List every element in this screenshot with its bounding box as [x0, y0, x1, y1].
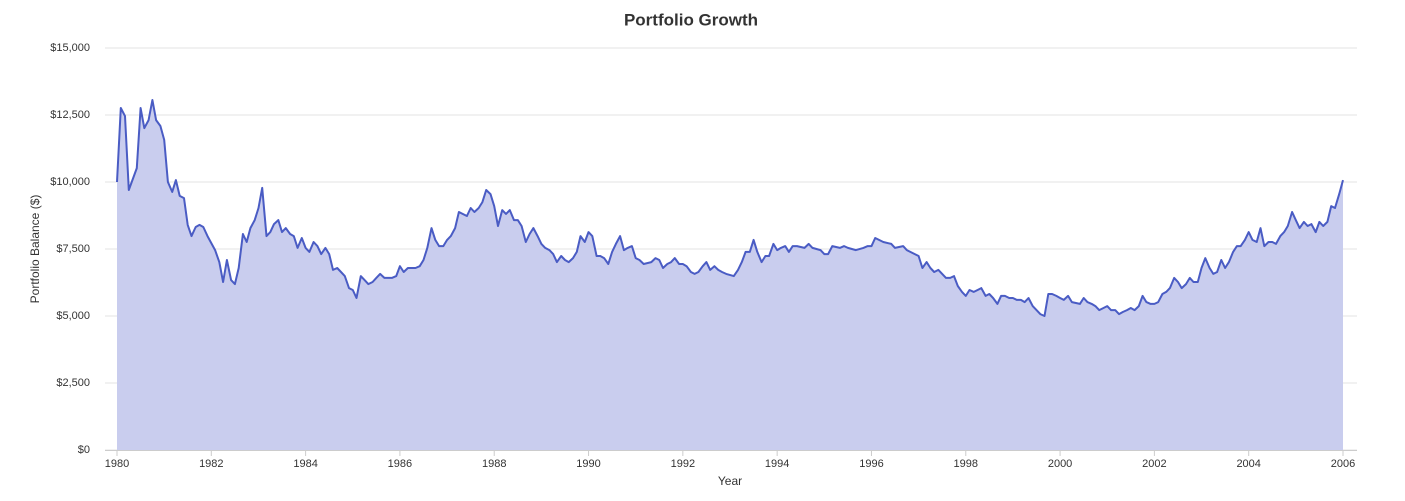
x-tick-label: 1982	[199, 458, 223, 470]
y-tick-label: $10,000	[50, 176, 90, 188]
x-tick-label: 1990	[576, 458, 600, 470]
x-tick-label: 1988	[482, 458, 506, 470]
x-tick-label: 2004	[1236, 458, 1260, 470]
x-tick-label: 1986	[388, 458, 412, 470]
x-tick-label: 2006	[1331, 458, 1355, 470]
y-tick-label: $7,500	[56, 243, 90, 255]
x-tick-label: 1994	[765, 458, 789, 470]
y-tick-label: $2,500	[56, 377, 90, 389]
y-tick-label: $15,000	[50, 42, 90, 54]
y-tick-label: $5,000	[56, 310, 90, 322]
x-tick-label: 1992	[671, 458, 695, 470]
y-tick-label: $12,500	[50, 109, 90, 121]
y-axis-label: Portfolio Balance ($)	[28, 195, 42, 304]
x-tick-label: 1980	[105, 458, 129, 470]
area-line	[116, 99, 1344, 317]
x-tick-label: 1996	[859, 458, 883, 470]
x-axis-label: Year	[718, 474, 742, 488]
chart-title: Portfolio Growth	[624, 10, 758, 29]
x-tick-label: 2000	[1048, 458, 1072, 470]
y-tick-label: $0	[78, 444, 90, 456]
x-tick-label: 1984	[293, 458, 317, 470]
x-tick-label: 2002	[1142, 458, 1166, 470]
x-tick-label: 1998	[954, 458, 978, 470]
